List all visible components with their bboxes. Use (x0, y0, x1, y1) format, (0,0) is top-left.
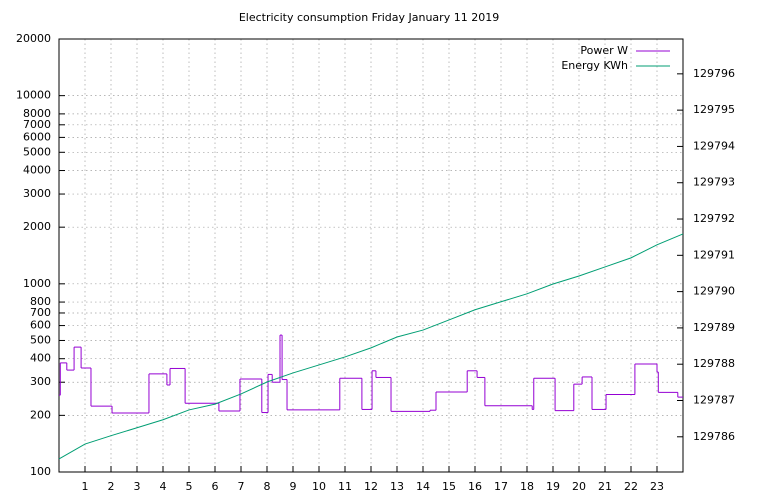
x-tick-label: 1 (82, 480, 89, 493)
x-tick-label: 16 (468, 480, 482, 493)
x-tick-label: 20 (572, 480, 586, 493)
y-tick-label: 6000 (23, 130, 51, 143)
y2-tick-label: 129796 (693, 67, 735, 80)
x-tick-label: 9 (290, 480, 297, 493)
x-tick-label: 10 (312, 480, 326, 493)
x-tick-label: 13 (390, 480, 404, 493)
chart-title: Electricity consumption Friday January 1… (239, 11, 499, 24)
x-tick-label: 5 (186, 480, 193, 493)
y2-tick-label: 129787 (693, 393, 735, 406)
y-tick-label: 300 (30, 375, 51, 388)
x-tick-label: 4 (160, 480, 167, 493)
x-tick-label: 22 (624, 480, 638, 493)
x-tick-label: 23 (650, 480, 664, 493)
x-tick-label: 3 (134, 480, 141, 493)
y-tick-label: 500 (30, 333, 51, 346)
x-tick-label: 14 (416, 480, 430, 493)
x-tick-label: 18 (520, 480, 534, 493)
y2-tick-label: 129788 (693, 357, 735, 370)
legend-label: Power W (580, 44, 628, 57)
x-tick-label: 7 (238, 480, 245, 493)
x-tick-label: 15 (442, 480, 456, 493)
y2-tick-label: 129794 (693, 139, 735, 152)
y-tick-label: 100 (30, 465, 51, 478)
y-tick-label: 4000 (23, 164, 51, 177)
x-tick-label: 8 (264, 480, 271, 493)
line (58, 233, 684, 460)
y2-tick-label: 129790 (693, 285, 735, 298)
x-tick-label: 11 (338, 480, 352, 493)
y-tick-label: 200 (30, 408, 51, 421)
x-tick-label: 2 (108, 480, 115, 493)
y2-tick-label: 129795 (693, 103, 735, 116)
y-tick-label: 700 (30, 306, 51, 319)
y-tick-label: 20000 (16, 32, 51, 45)
y2-tick-label: 129789 (693, 321, 735, 334)
y-tick-label: 3000 (23, 187, 51, 200)
y-tick-label: 600 (30, 319, 51, 332)
y2-tick-label: 129793 (693, 176, 735, 189)
y-tick-label: 1000 (23, 277, 51, 290)
x-tick-label: 21 (598, 480, 612, 493)
y-tick-label: 5000 (23, 145, 51, 158)
y2-tick-label: 129792 (693, 212, 735, 225)
y-tick-label: 400 (30, 352, 51, 365)
legend-label: Energy KWh (561, 59, 628, 72)
y-tick-label: 2000 (23, 220, 51, 233)
y-tick-label: 10000 (16, 89, 51, 102)
x-tick-label: 19 (546, 480, 560, 493)
plot-border (58, 38, 684, 473)
x-tick-label: 17 (494, 480, 508, 493)
y-tick-label: 800 (30, 295, 51, 308)
y2-tick-label: 129786 (693, 430, 735, 443)
y-tick-label: 7000 (23, 118, 51, 131)
y-tick-label: 8000 (23, 107, 51, 120)
x-tick-label: 12 (364, 480, 378, 493)
x-tick-label: 6 (212, 480, 219, 493)
y2-tick-label: 129791 (693, 248, 735, 261)
